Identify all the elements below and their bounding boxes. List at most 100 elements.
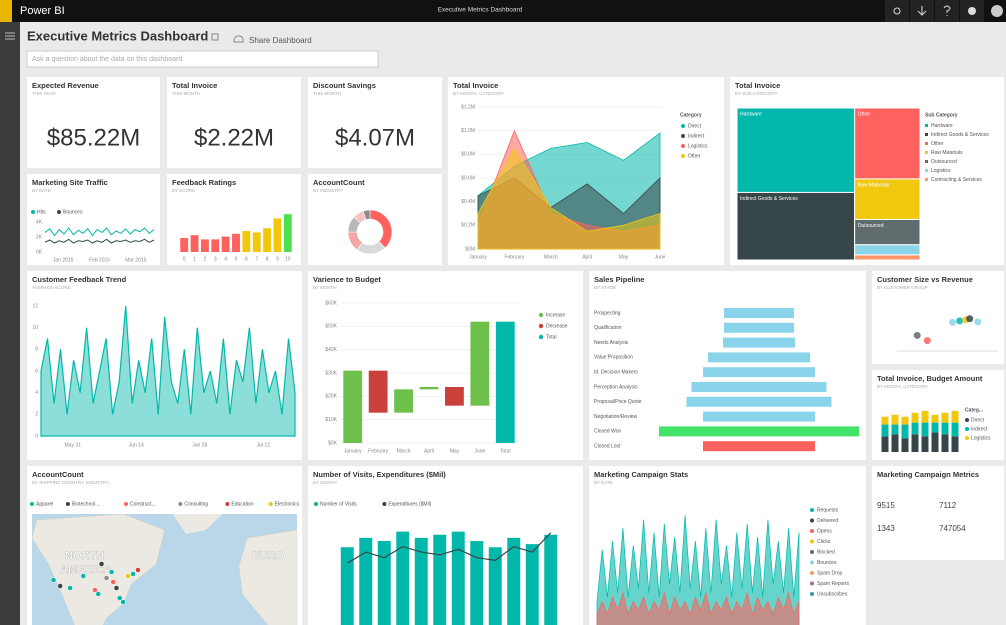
treemap-cell (854, 244, 921, 256)
funnel-bar (703, 441, 815, 452)
toolbar-icons (885, 0, 1003, 22)
bar-segment (951, 422, 959, 437)
app-name: Power BI (20, 5, 65, 17)
settings-button[interactable] (885, 0, 909, 22)
legend-marker (925, 160, 928, 163)
y-tick-label: $0.8M (461, 152, 475, 158)
legend-label: Decrease (546, 323, 568, 329)
bar-segment (931, 414, 939, 423)
tile (308, 77, 442, 168)
scatter-point (966, 315, 974, 323)
legend-label: Other (931, 141, 944, 147)
legend-marker (65, 502, 70, 506)
legend-label: Contracting & Services (931, 177, 982, 183)
line-series (44, 227, 155, 237)
tile-subtitle: THIS MONTH (313, 91, 341, 96)
stage-label: Value Proposition (594, 355, 633, 361)
tile (872, 466, 1004, 560)
x-tick-label: March (544, 254, 558, 260)
tile (27, 77, 160, 168)
legend-label: Biotechnol... (72, 501, 100, 507)
bar (211, 239, 220, 252)
legend-title: Category (680, 112, 702, 118)
bar-segment (891, 424, 899, 435)
tile-subtitle: BY SUB CATEGORY (735, 91, 778, 96)
legend-marker (810, 529, 814, 533)
scatter-point (923, 337, 931, 345)
legend-label: Blocked (817, 549, 835, 555)
legend-label: Apparel (36, 501, 53, 507)
y-tick-label: 4 (35, 390, 38, 396)
bar-segment (951, 436, 959, 452)
legend-marker (681, 134, 685, 138)
tile-title: Marketing Campaign Stats (594, 470, 688, 479)
tile-subtitle: BY MONTH, CATEGORY (877, 384, 928, 389)
legend-marker (925, 133, 928, 136)
tile (27, 174, 160, 265)
x-tick-label: 9 (276, 256, 279, 262)
x-tick-label: 4 (224, 256, 227, 262)
treemap-cell (854, 254, 921, 261)
y-tick-label: $1.0M (461, 128, 475, 134)
y-tick-label: $0.2M (461, 223, 475, 229)
tile-title: Marketing Campaign Metrics (877, 470, 979, 479)
legend-marker (925, 151, 928, 154)
tile-subtitle: BY SCORE (172, 188, 195, 193)
funnel-bar (659, 426, 859, 437)
left-nav (0, 22, 20, 625)
area-series (477, 147, 661, 250)
tile-title: Number of Visits, Expenditures ($Mil) (313, 470, 446, 479)
map-point (108, 569, 115, 575)
legend-marker (178, 502, 183, 506)
stage-label: Perception Analysis (594, 384, 638, 390)
bar (232, 233, 240, 252)
x-tick-label: June (655, 254, 666, 260)
bar-segment (881, 424, 889, 437)
funnel-bar (691, 382, 827, 392)
bar (544, 534, 558, 625)
download-icon (917, 6, 927, 16)
legend-marker (124, 502, 128, 506)
y-tick-label: 10 (32, 325, 38, 331)
legend-label: Delivered (817, 518, 838, 524)
share-dashboard[interactable]: Share Dashboard (249, 36, 312, 45)
funnel-bar (723, 337, 795, 348)
treemap-label: Outsourced (858, 223, 884, 229)
y-tick-label: 8 (35, 347, 38, 353)
y-tick-label: 0 (35, 433, 38, 439)
tile-title: Total Invoice (172, 81, 217, 90)
legend-marker (965, 427, 969, 431)
app-launcher[interactable] (0, 0, 12, 22)
legend-label: Clicks (817, 539, 831, 545)
legend-marker (925, 124, 928, 127)
legend-label: Opens (817, 528, 832, 534)
kpi-value: $85.22M (47, 124, 140, 151)
legend-marker (268, 502, 273, 506)
kpi-value: $4.07M (335, 124, 415, 151)
x-tick-label: 5 (235, 256, 238, 262)
bar (190, 235, 199, 252)
metric-value: 7112 (939, 501, 957, 510)
bar (200, 239, 209, 252)
legend-marker (538, 323, 544, 329)
legend-label: Spam Reports (817, 581, 849, 587)
bar (221, 236, 230, 252)
user-avatar[interactable] (991, 5, 1003, 17)
qa-box[interactable] (26, 50, 379, 68)
legend-label: Increase (546, 312, 565, 318)
tile-subtitle: BY MONTH (313, 480, 337, 485)
legend-marker (810, 571, 814, 575)
bar (525, 544, 539, 625)
treemap-label: Other (858, 111, 871, 117)
x-tick-label: Mar 2015 (125, 257, 146, 263)
x-tick-label: 3 (214, 256, 217, 262)
legend-label: Other (688, 153, 701, 159)
scatter-point (974, 318, 982, 326)
map-land (238, 529, 298, 625)
stage-label: Negotiation/Review (594, 414, 637, 420)
x-tick-label: April (582, 254, 592, 260)
bar-segment (901, 416, 909, 425)
y-tick-label: $0M (465, 246, 475, 252)
nav-menu-icon[interactable] (5, 32, 15, 40)
